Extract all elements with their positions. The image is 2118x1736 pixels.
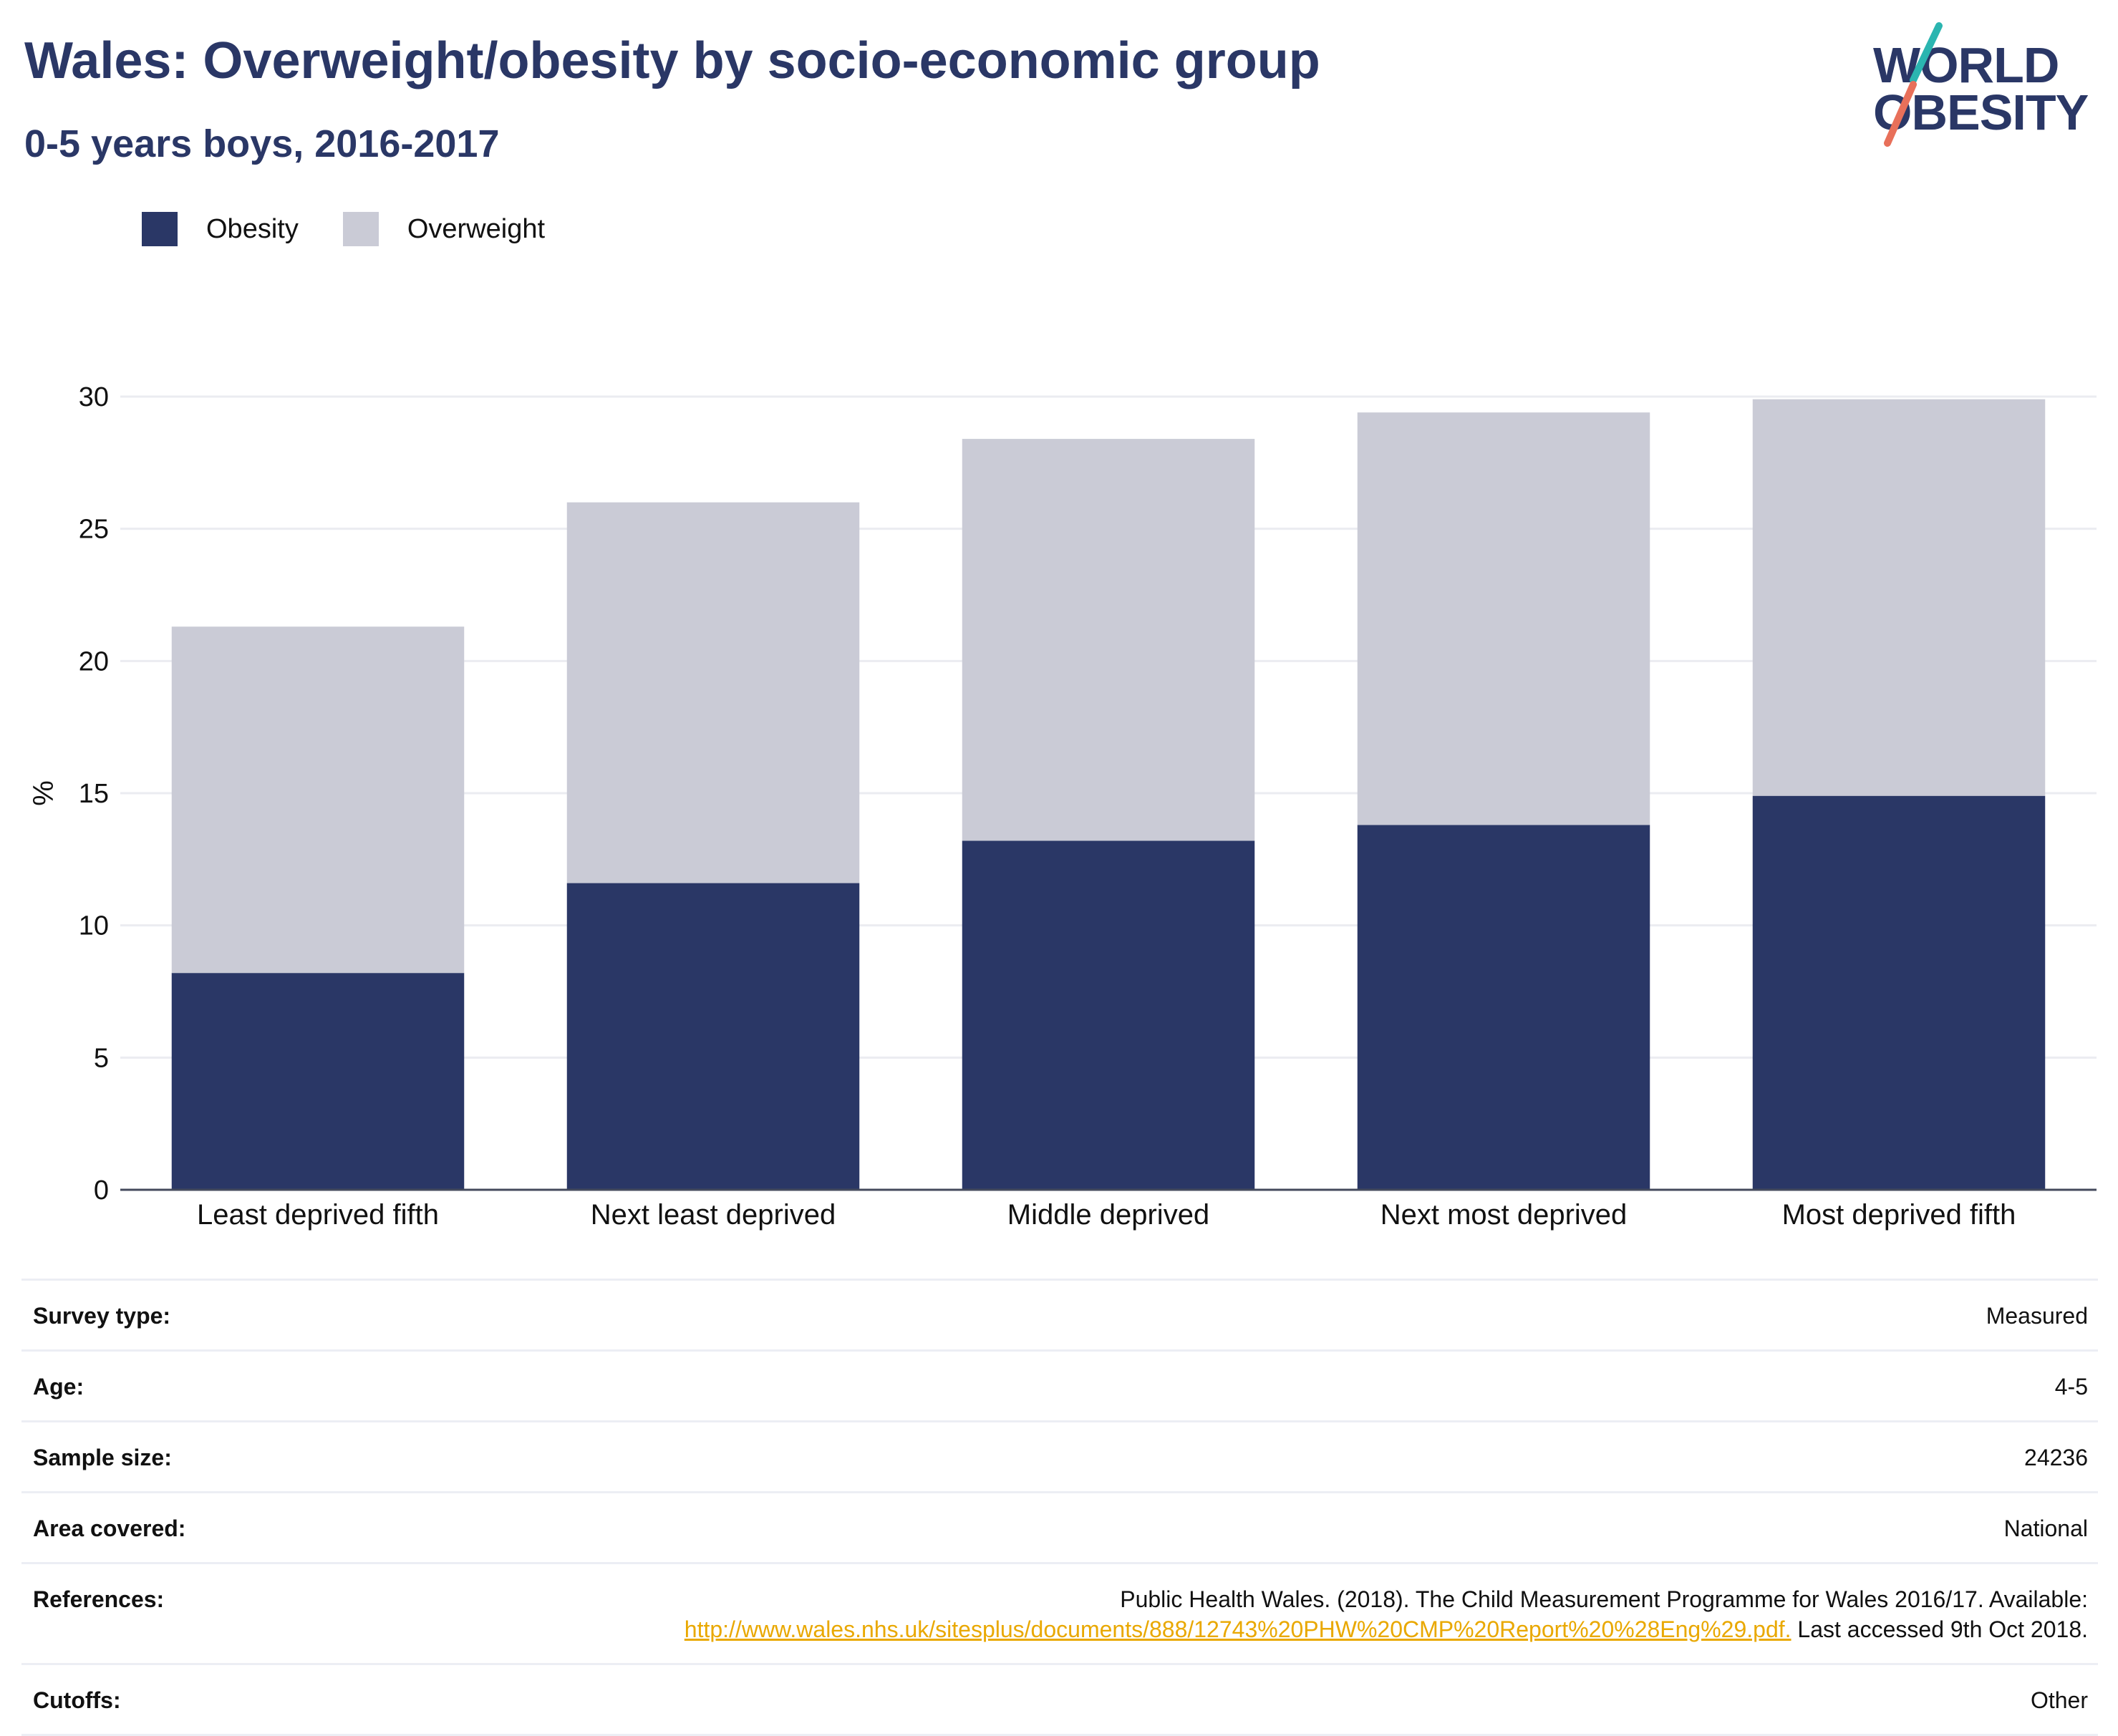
info-label: Cutoffs:	[33, 1687, 121, 1713]
info-value: Measured	[1986, 1303, 2088, 1329]
info-value-reference: Public Health Wales. (2018). The Child M…	[685, 1584, 2088, 1644]
legend-label-overweight: Overweight	[407, 213, 546, 244]
legend-item-overweight[interactable]: Overweight	[342, 212, 546, 246]
x-tick-label: Next most deprived	[1380, 1199, 1628, 1231]
info-label: Sample size:	[33, 1445, 172, 1470]
info-value: 24236	[2024, 1445, 2088, 1470]
survey-info-table: Survey type: Measured Age: 4-5 Sample si…	[21, 1279, 2098, 1736]
legend-label-obesity: Obesity	[206, 213, 299, 244]
info-label: Survey type:	[33, 1303, 171, 1329]
reference-accessed-text: Last accessed 9th Oct 2018.	[1791, 1616, 2088, 1642]
y-axis-label: %	[28, 780, 59, 806]
bar-overweight-4	[1752, 399, 2046, 796]
y-tick-label: 25	[79, 515, 109, 545]
info-row-sample-size: Sample size: 24236	[21, 1420, 2098, 1491]
world-obesity-logo: WORLD OBESITY	[1869, 20, 2098, 149]
logo-line-1: WORLD	[1873, 37, 2059, 93]
page-subtitle: 0-5 years boys, 2016-2017	[24, 122, 500, 165]
info-row-area-covered: Area covered: National	[21, 1491, 2098, 1562]
bar-obesity-2	[962, 840, 1255, 1190]
info-value: Other	[2030, 1687, 2088, 1713]
info-label: References:	[33, 1586, 165, 1612]
info-row-age: Age: 4-5	[21, 1349, 2098, 1420]
bar-overweight-2	[962, 439, 1255, 841]
x-tick-label: Least deprived fifth	[197, 1199, 439, 1231]
y-tick-label: 20	[79, 646, 109, 677]
reference-text: Public Health Wales. (2018). The Child M…	[1120, 1586, 2088, 1612]
y-tick-label: 10	[79, 911, 109, 941]
y-tick-label: 5	[94, 1043, 109, 1073]
info-label: Age:	[33, 1374, 84, 1400]
info-label: Area covered:	[33, 1516, 186, 1541]
bar-overweight-0	[171, 626, 465, 974]
bar-obesity-1	[566, 883, 860, 1190]
info-value: National	[2003, 1516, 2088, 1541]
bar-obesity-3	[1357, 825, 1650, 1190]
x-tick-label: Most deprived fifth	[1782, 1199, 2016, 1231]
y-tick-label: 30	[79, 382, 109, 412]
info-row-survey-type: Survey type: Measured	[21, 1279, 2098, 1349]
reference-link[interactable]: http://www.wales.nhs.uk/sitesplus/docume…	[684, 1616, 1791, 1642]
logo-slash-icon	[1884, 22, 1943, 147]
stacked-bar-chart: 0 5 10 15 20 25 30% Least deprived fifth Next le…	[28, 382, 2097, 1231]
bar-overweight-3	[1357, 412, 1650, 825]
bar-overweight-1	[566, 502, 860, 883]
bar-obesity-4	[1752, 795, 2046, 1190]
info-value: 4-5	[2054, 1374, 2088, 1400]
x-tick-label: Next least deprived	[591, 1199, 836, 1231]
y-tick-label: 0	[94, 1175, 109, 1206]
y-tick-label: 15	[79, 779, 109, 809]
info-row-cutoffs: Cutoffs: Other	[21, 1663, 2098, 1736]
info-row-references: References: Public Health Wales. (2018).…	[21, 1562, 2098, 1663]
bar-obesity-0	[171, 973, 465, 1190]
chart-legend: Obesity Overweight	[142, 212, 589, 246]
page-title: Wales: Overweight/obesity by socio-econo…	[24, 32, 1320, 89]
legend-swatch-overweight	[342, 212, 379, 246]
legend-item-obesity[interactable]: Obesity	[142, 212, 299, 246]
legend-swatch-obesity	[142, 212, 178, 246]
x-tick-label: Middle deprived	[1007, 1199, 1209, 1231]
